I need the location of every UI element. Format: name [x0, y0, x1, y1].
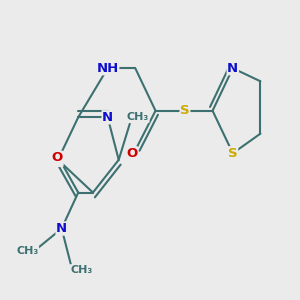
Text: S: S — [53, 153, 63, 166]
Text: O: O — [126, 147, 137, 160]
Text: N: N — [102, 111, 113, 124]
Text: N: N — [56, 222, 67, 235]
Text: N: N — [227, 62, 239, 75]
Text: CH₃: CH₃ — [70, 265, 92, 275]
Text: CH₃: CH₃ — [16, 246, 39, 256]
Text: NH: NH — [97, 62, 119, 75]
Text: S: S — [180, 104, 190, 117]
Text: CH₃: CH₃ — [127, 112, 149, 122]
Text: O: O — [52, 152, 63, 164]
Text: S: S — [228, 147, 238, 160]
